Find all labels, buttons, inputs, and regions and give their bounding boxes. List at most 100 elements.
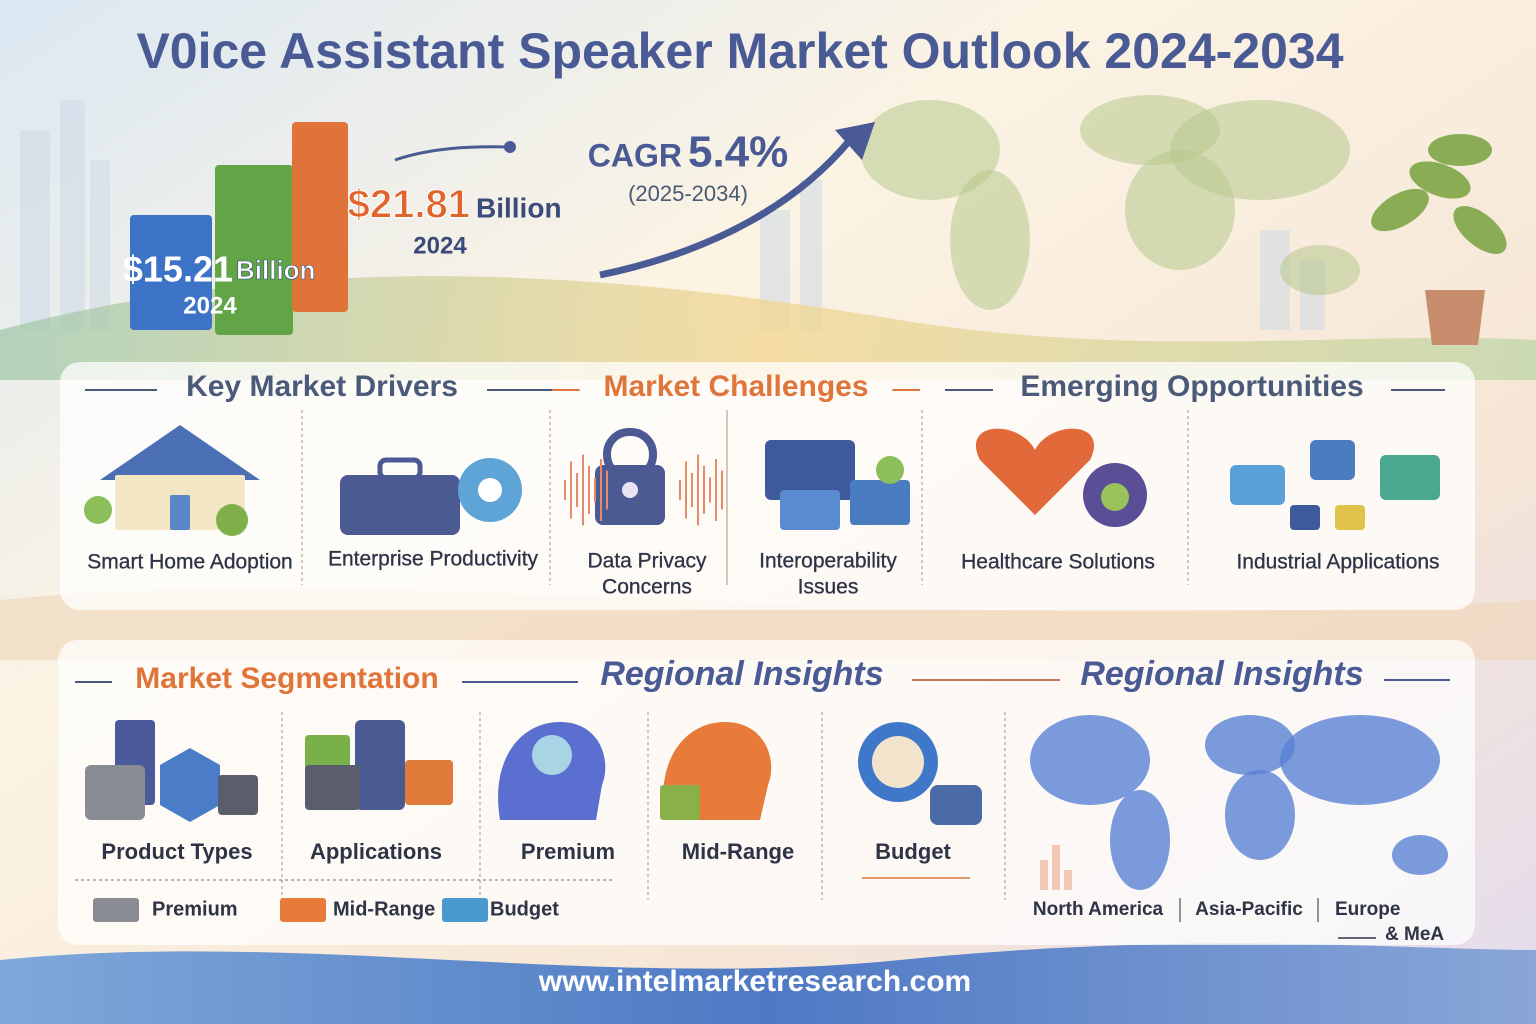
hero-bar — [130, 215, 212, 330]
segment-label: Mid-Range — [682, 839, 794, 864]
icon-brain — [532, 735, 572, 775]
section-heading: Market Challenges — [603, 370, 868, 403]
map-continent — [1030, 715, 1150, 805]
map-continent — [860, 100, 1000, 200]
section-heading: Emerging Opportunities — [1020, 370, 1363, 403]
hill — [0, 276, 1536, 380]
forecast-year: 2024 — [413, 232, 467, 259]
map-bar — [1052, 845, 1060, 890]
region-label: North America — [1033, 899, 1164, 920]
item-label: Issues — [798, 576, 859, 599]
footer-wave — [0, 943, 1536, 1024]
icon-app — [355, 720, 405, 810]
icon-device — [85, 765, 145, 820]
map-continent — [1280, 715, 1440, 805]
segment-label: Budget — [875, 839, 951, 864]
icon-house — [100, 425, 260, 480]
icon-heart — [975, 428, 1095, 515]
item-label: Data Privacy — [587, 550, 707, 573]
section-heading: Regional Insights — [600, 655, 883, 693]
legend-label: Premium — [152, 898, 238, 920]
legend-swatch — [442, 898, 488, 922]
legend-swatch — [93, 898, 139, 922]
legend-label: Budget — [490, 898, 559, 920]
map-bar — [1064, 870, 1072, 890]
icon-app — [305, 765, 360, 810]
region-label: Europe — [1335, 899, 1400, 920]
legend-label: Mid-Range — [333, 898, 435, 920]
plant-pot — [1425, 290, 1485, 345]
icon-lock — [622, 482, 638, 498]
current-year: 2024 — [183, 292, 237, 319]
current-unit: Billion — [236, 255, 315, 285]
item-label: Healthcare Solutions — [961, 551, 1155, 574]
icon-house — [170, 495, 190, 530]
connector-dot — [504, 141, 516, 153]
icon-panel — [1310, 440, 1355, 480]
plant-leaf — [1409, 161, 1471, 199]
map-continent — [1225, 770, 1295, 860]
footer-url: www.intelmarketresearch.com — [538, 965, 971, 998]
skyline — [60, 100, 85, 330]
icon-app — [405, 760, 453, 805]
icon-panel — [1290, 505, 1320, 530]
icon-device — [160, 748, 220, 822]
icon-screen — [850, 480, 910, 525]
icon-screen — [765, 440, 855, 500]
section-heading: Key Market Drivers — [186, 370, 458, 403]
icon-device — [1101, 483, 1129, 511]
icon-plus — [876, 456, 904, 484]
icon-block — [660, 785, 700, 820]
region-label: Asia-Pacific — [1195, 899, 1303, 920]
icon-panel — [1230, 465, 1285, 505]
section-heading: Market Segmentation — [135, 662, 438, 695]
plant-leaf — [1371, 188, 1429, 232]
hero-bar — [215, 165, 293, 335]
legend-swatch — [280, 898, 326, 922]
connector — [394, 145, 509, 162]
icon-bush — [84, 496, 112, 524]
cagr-period: (2025-2034) — [628, 181, 748, 206]
item-label: Smart Home Adoption — [87, 551, 292, 574]
skyline — [800, 180, 822, 330]
icon-panel — [1380, 455, 1440, 500]
icon-screen — [780, 490, 840, 530]
growth-arrowhead — [835, 122, 875, 160]
item-label: Concerns — [602, 576, 692, 599]
icon-globe — [872, 736, 924, 788]
icon-panel — [1335, 505, 1365, 530]
map-continent — [1392, 835, 1448, 875]
icon-device — [218, 775, 258, 815]
icon-bush — [216, 504, 248, 536]
skyline — [20, 130, 50, 330]
map-continent — [1170, 100, 1350, 200]
segment-label: Product Types — [101, 839, 252, 864]
cagr-value: 5.4% — [688, 128, 788, 177]
icon-briefcase — [377, 457, 423, 481]
section-heading: Regional Insights — [1080, 655, 1363, 693]
item-label: Interoperability — [759, 550, 897, 573]
title: V0ice Assistant Speaker Market Outlook 2… — [136, 23, 1343, 79]
map-continent — [950, 170, 1030, 310]
skyline — [90, 160, 110, 330]
forecast-unit: Billion — [476, 192, 562, 223]
icon-gear — [478, 478, 502, 502]
map-bar — [1040, 860, 1048, 890]
hero-bar — [292, 122, 348, 312]
current-value: $15.21 — [123, 249, 233, 290]
map-continent — [1280, 245, 1360, 295]
item-label: Enterprise Productivity — [328, 548, 539, 571]
icon-lock — [603, 428, 657, 481]
plant-leaf — [1453, 206, 1507, 254]
plant-leaf — [1428, 134, 1492, 166]
icon-briefcase — [340, 475, 460, 535]
region-label: & MeA — [1385, 924, 1444, 945]
segment-label: Applications — [310, 839, 442, 864]
forecast-value: $21.81 — [348, 183, 470, 227]
segment-label: Premium — [521, 839, 615, 864]
growth-arrow — [599, 137, 853, 279]
cagr-label: CAGR — [588, 137, 682, 173]
map-continent — [1205, 715, 1295, 775]
